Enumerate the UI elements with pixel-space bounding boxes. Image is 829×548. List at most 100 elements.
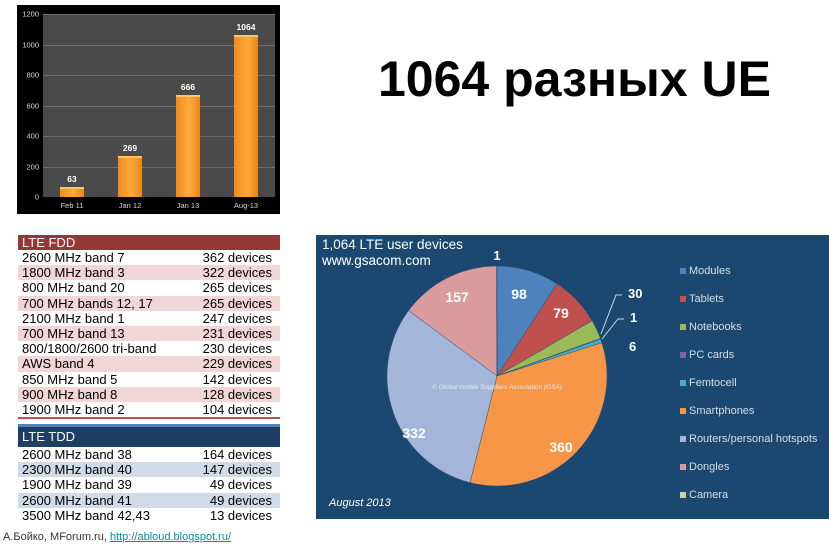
x-tick-label: Aug-13 [233, 201, 259, 210]
gridline [43, 105, 275, 107]
table-row: 1800 MHz band 3 322 devices [18, 265, 280, 281]
pie-chart-legend: Modules Tablets Notebooks PC cards Femtocell… [680, 257, 817, 509]
legend-swatch-icon [680, 436, 686, 442]
band-name: 2300 MHz band 40 [22, 462, 132, 478]
bar-3 [234, 34, 258, 197]
bar-value-label: 63 [67, 174, 77, 185]
lte-tdd-table: LTE TDD 2600 MHz band 38 164 devices 2300 … [18, 424, 280, 523]
bar-value-label: 666 [180, 82, 196, 93]
pie-value-label: 98 [511, 286, 527, 302]
device-count: 142 devices [202, 371, 272, 387]
legend-item: Dongles [680, 453, 817, 481]
legend-swatch-icon [680, 408, 686, 414]
legend-swatch-icon [680, 352, 686, 358]
legend-swatch-icon [680, 380, 686, 386]
band-name: 2600 MHz band 7 [22, 250, 125, 265]
table-row: 800/1800/2600 tri-band 230 devices [18, 341, 280, 357]
band-name: 2600 MHz band 38 [22, 447, 132, 462]
pie-title-line2: www.gsacom.com [322, 253, 431, 268]
device-count: 128 devices [202, 386, 272, 402]
table-row: AWS band 4 229 devices [18, 356, 280, 372]
table-row: 3500 MHz band 42,43 13 devices [18, 507, 280, 523]
y-tick-label: 400 [26, 131, 39, 141]
device-count: 104 devices [202, 401, 272, 417]
y-tick-label: 200 [26, 162, 39, 171]
legend-label: PC cards [689, 349, 735, 361]
device-count: 164 devices [202, 447, 272, 462]
table-row: 1900 MHz band 2 104 devices [18, 401, 280, 418]
legend-swatch-icon [680, 296, 686, 302]
device-count: 229 devices [202, 356, 272, 372]
footer-author: А.Бойко, MForum.ru, [3, 531, 110, 543]
band-name: 700 MHz bands 12, 17 [22, 295, 153, 311]
gridline [43, 166, 275, 168]
band-name: AWS band 4 [22, 356, 95, 372]
pie-outside-label: 1 [493, 248, 500, 263]
device-count: 231 devices [202, 325, 272, 341]
table-row: 2300 MHz band 40 147 devices [18, 462, 280, 478]
y-tick-label: 800 [26, 70, 39, 80]
pie-slice-camera [496, 265, 498, 377]
device-count: 13 devices [209, 507, 272, 523]
pie-slice-smartphones [469, 342, 608, 487]
legend-swatch-icon [680, 268, 686, 274]
legend-label: Tablets [689, 293, 724, 305]
band-name: 2100 MHz band 1 [22, 310, 125, 326]
band-name: 2600 MHz band 41 [22, 492, 132, 508]
pie-value-label: 157 [445, 289, 469, 305]
device-count: 247 devices [202, 310, 272, 326]
y-tick-label: 600 [26, 101, 39, 110]
legend-item: Femtocell [680, 369, 817, 397]
bar-value-label: 269 [122, 142, 138, 153]
legend-item: Camera [680, 481, 817, 509]
device-count: 230 devices [202, 341, 272, 357]
legend-label: Smartphones [689, 405, 755, 417]
band-name: 1900 MHz band 2 [22, 401, 125, 417]
legend-swatch-icon [680, 464, 686, 470]
pie-title-line1: 1,064 LTE user devices [322, 237, 463, 252]
slide-title: 1064 разных UE [378, 51, 771, 107]
bar-value-label: 1064 [236, 21, 256, 32]
legend-item: Notebooks [680, 313, 817, 341]
pie-chart: 98 79 360 332 157 1 30 1 6 © Global mobile Suppli… [386, 248, 642, 487]
lte-tdd-header: LTE TDD [18, 424, 280, 447]
pie-slice-dongles [408, 265, 498, 377]
table-row: 2600 MHz band 7 362 devices [18, 250, 280, 266]
table-row: 2100 MHz band 1 247 devices [18, 310, 280, 326]
pie-chart-panel: 98 79 360 332 157 1 30 1 6 © Global mobile Suppli… [316, 235, 829, 519]
legend-label: Femtocell [689, 377, 737, 389]
footer-link[interactable]: http://abloud.blogspot.ru/ [109, 531, 232, 543]
legend-label: Dongles [689, 461, 730, 473]
pie-value-label: 332 [402, 425, 426, 441]
band-name: 700 MHz band 13 [22, 325, 125, 341]
pie-chart-date: August 2013 [329, 497, 391, 509]
device-count: 49 devices [209, 477, 272, 493]
legend-label: Routers/personal hotspots [689, 433, 818, 445]
table-row: 900 MHz band 8 128 devices [18, 386, 280, 402]
table-row: 700 MHz band 13 231 devices [18, 325, 280, 342]
band-name: 1900 MHz band 39 [22, 477, 132, 493]
band-name: 800/1800/2600 tri-band [22, 341, 157, 357]
bar-chart-plot-area: 63 269 666 1064 [43, 14, 275, 197]
x-tick-label: Feb 11 [60, 201, 84, 210]
band-name: 900 MHz band 8 [22, 386, 118, 402]
legend-item: Tablets [680, 285, 817, 313]
x-tick-label: Jan 12 [118, 201, 142, 210]
bar-2 [176, 95, 200, 197]
table-row: 2600 MHz band 41 49 devices [18, 492, 280, 508]
legend-item: PC cards [680, 341, 817, 369]
band-name: 3500 MHz band 42,43 [22, 507, 150, 523]
gsa-watermark: © Global mobile Suppliers Association (G… [432, 383, 562, 391]
legend-label: Notebooks [689, 321, 742, 333]
device-count: 49 devices [209, 492, 272, 508]
gridline [43, 136, 275, 137]
legend-item: Routers/personal hotspots [680, 425, 817, 453]
legend-swatch-icon [680, 324, 686, 330]
leader-line [601, 318, 624, 340]
pie-outside-label: 1 [630, 310, 637, 325]
band-name: 800 MHz band 20 [22, 280, 125, 296]
band-name: 850 MHz band 5 [22, 371, 118, 387]
fdd-bottom-border [18, 417, 280, 420]
device-count: 265 devices [202, 295, 272, 311]
legend-item: Smartphones [680, 397, 817, 425]
